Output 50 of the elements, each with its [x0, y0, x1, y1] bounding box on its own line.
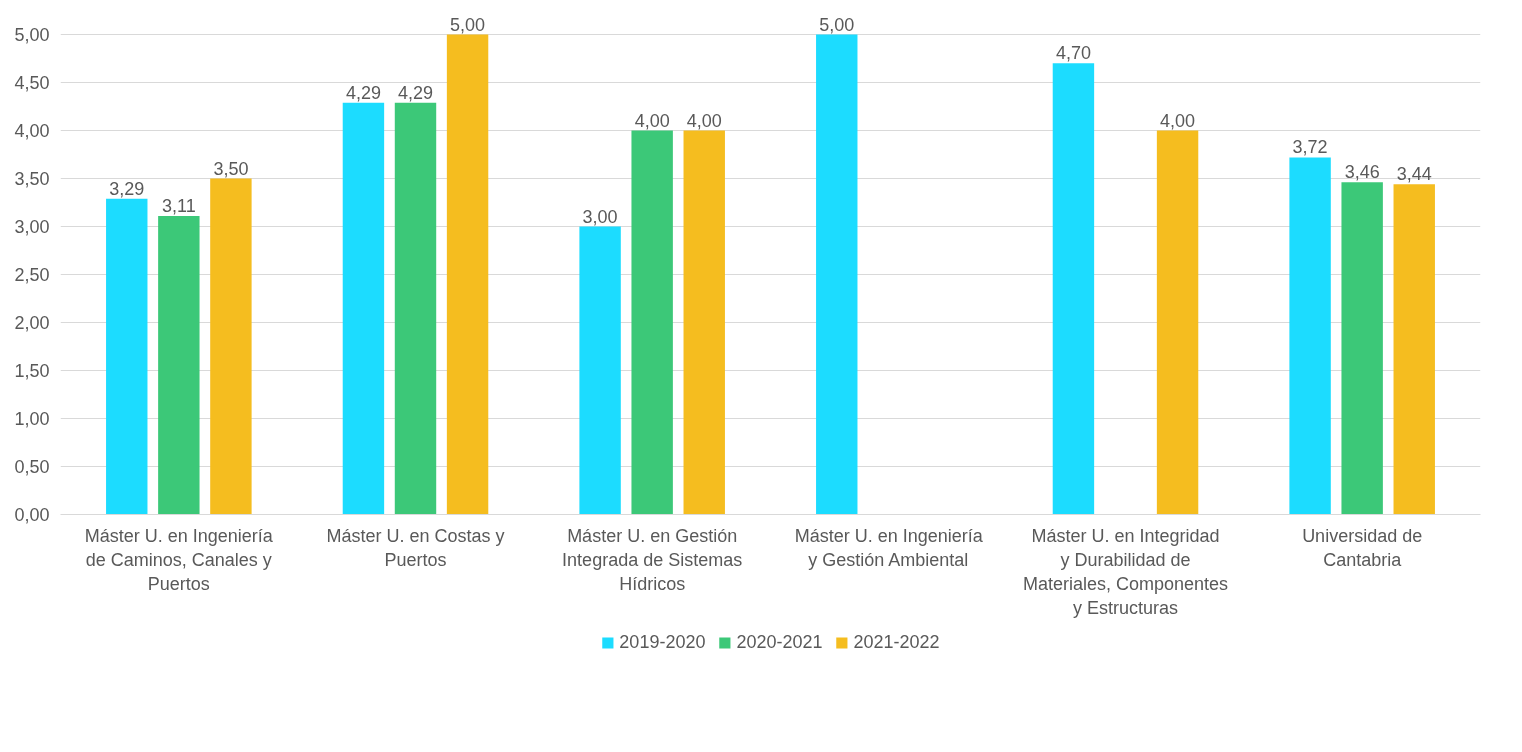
y-tick-label: 2,00 [14, 313, 50, 333]
bar [631, 130, 673, 515]
bar [816, 34, 858, 515]
y-tick-label: 1,50 [14, 361, 50, 381]
x-tick-label: Máster U. en Integridad y Durabilidad de Materiales, Componentes y Estructuras [1022, 525, 1229, 618]
y-tick-label: 0,00 [14, 505, 50, 525]
data-label: 5,00 [450, 14, 486, 35]
data-label: 4,00 [1160, 110, 1196, 131]
bar [342, 102, 385, 515]
x-tick-label: Máster U. en Costas y Puertos [326, 525, 505, 570]
data-label: 3,50 [213, 158, 249, 179]
legend-label: 2019-2020 [619, 631, 706, 653]
y-tick-label: 4,00 [14, 121, 50, 141]
data-label: 4,70 [1055, 43, 1091, 64]
x-tick-label: Máster U. en Ingeniería y Gestión Ambiental [794, 525, 984, 570]
y-tick-label: 2,50 [14, 265, 50, 285]
data-label: 4,00 [686, 110, 722, 131]
bar [1393, 184, 1435, 515]
y-tick-label: 1,00 [14, 409, 50, 429]
y-tick-label: 3,00 [14, 217, 50, 237]
data-label: 3,29 [109, 178, 145, 199]
legend-label: 2020-2021 [736, 631, 823, 653]
data-label: 3,46 [1344, 162, 1380, 183]
bar [158, 215, 200, 515]
bar [394, 102, 437, 515]
data-label: 3,11 [161, 195, 196, 216]
y-tick-label: 4,50 [14, 73, 50, 93]
data-label: 3,44 [1396, 164, 1432, 185]
bar [1289, 157, 1331, 515]
bar [683, 130, 725, 515]
legend-label: 2021-2022 [853, 631, 940, 653]
x-tick-label: Máster U. en Ingeniería de Caminos, Canales y Puertos [84, 525, 274, 594]
y-tick-label: 5,00 [14, 25, 50, 45]
bar [446, 34, 489, 515]
x-tick-label: Máster U. en Gestión Integrada de Sistemas Hídricos [562, 525, 743, 594]
data-label: 5,00 [819, 14, 855, 35]
bar [1156, 130, 1199, 515]
data-label: 4,00 [634, 110, 670, 131]
bar [1052, 63, 1095, 515]
bar [106, 198, 148, 515]
bar [210, 178, 252, 515]
data-label: 3,72 [1292, 137, 1328, 158]
data-label: 4,29 [345, 82, 381, 103]
y-tick-label: 3,50 [14, 169, 50, 189]
x-tick-label: Universidad de Cantabria [1302, 525, 1423, 570]
data-label: 3,00 [582, 206, 618, 227]
data-label: 4,29 [397, 82, 434, 103]
bar [1341, 182, 1383, 515]
bar [579, 226, 621, 515]
y-tick-label: 0,50 [14, 457, 50, 477]
